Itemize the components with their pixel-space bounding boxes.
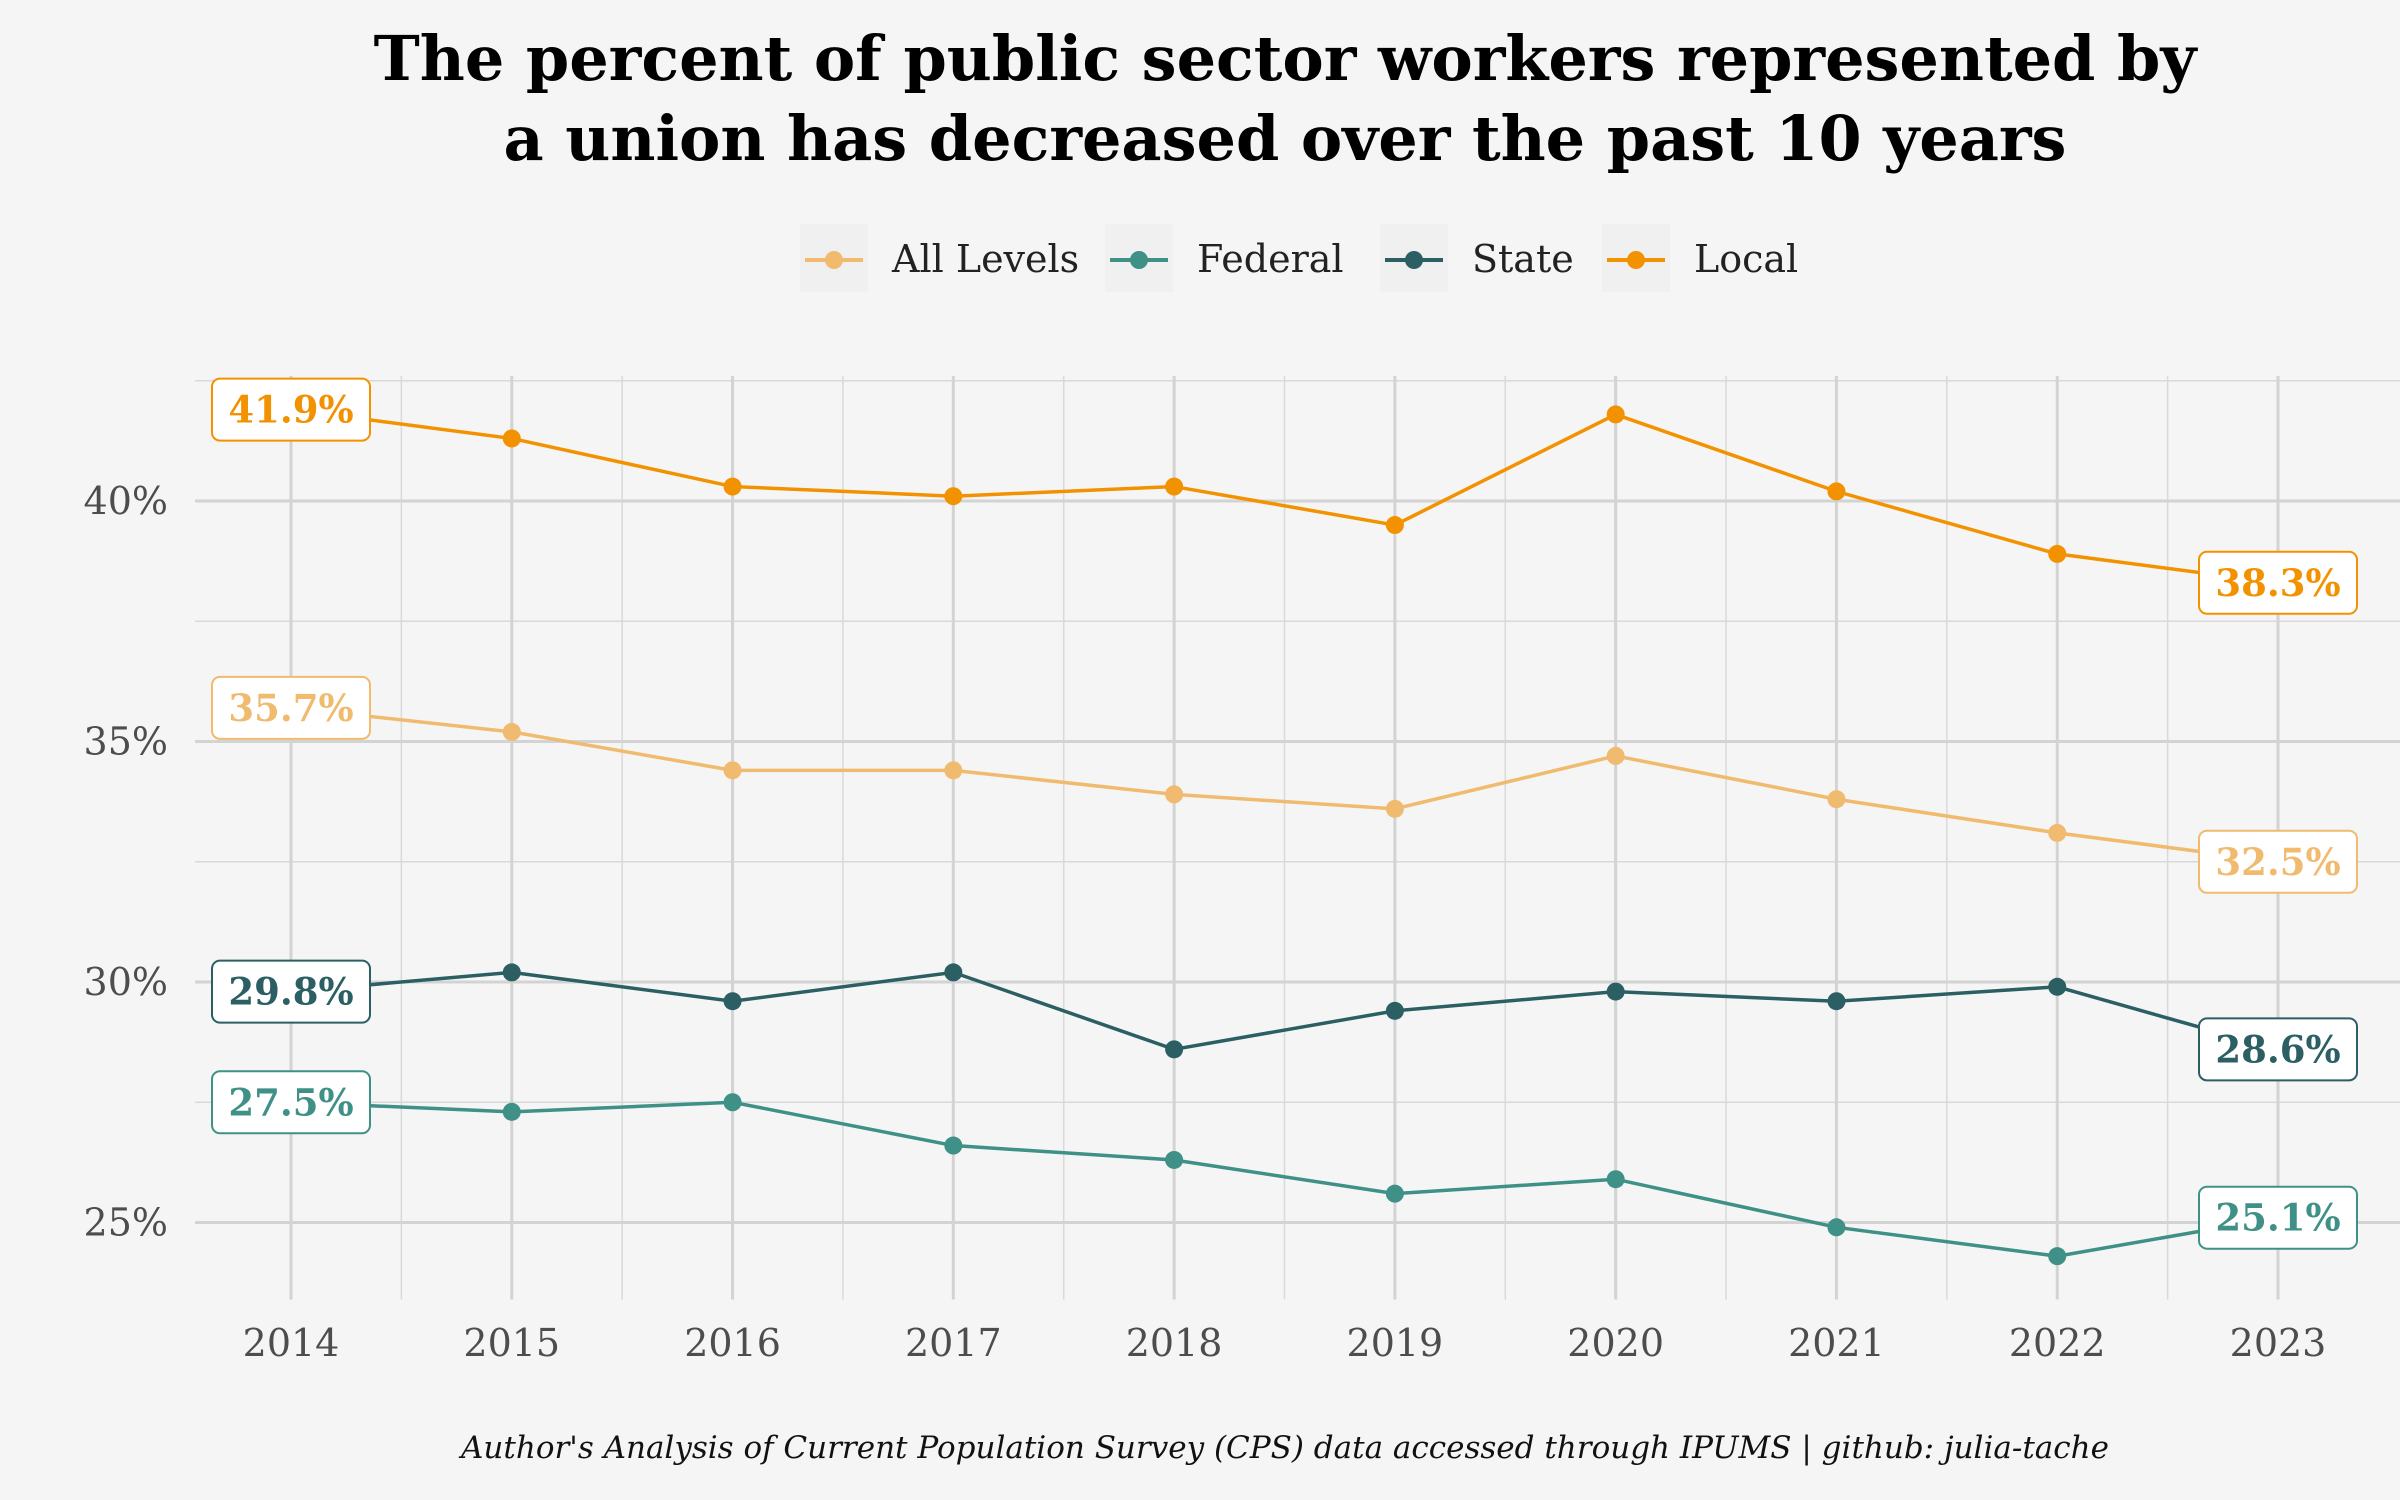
data-point-federal (1165, 1150, 1184, 1169)
data-point-all-levels (1165, 785, 1184, 804)
data-point-federal (1385, 1184, 1404, 1203)
data-point-local (1827, 482, 1846, 501)
series-group (290, 405, 2279, 1266)
x-tick-label: 2014 (243, 1321, 340, 1365)
legend-item-all-levels: All Levels (800, 224, 1079, 292)
data-point-federal (1827, 1218, 1846, 1237)
legend-label: Federal (1197, 237, 1344, 281)
y-tick-label: 35% (84, 720, 168, 764)
x-tick-label: 2018 (1126, 1321, 1223, 1365)
value-label-state: 29.8% (228, 970, 353, 1014)
series-line-local (290, 407, 2279, 585)
value-label-state: 28.6% (2215, 1027, 2340, 1071)
data-point-federal (1606, 1170, 1625, 1189)
value-label-local: 41.9% (228, 388, 353, 432)
x-tick-label: 2019 (1347, 1321, 1444, 1365)
value-label-box-state (211, 959, 371, 1024)
data-point-all-levels (944, 761, 963, 780)
x-tick-label: 2020 (1567, 1321, 1664, 1365)
value-label-all-levels: 32.5% (2215, 840, 2340, 884)
data-point-state (1606, 982, 1625, 1001)
value-label-federal: 25.1% (2215, 1196, 2340, 1240)
data-point-local (1165, 477, 1184, 496)
y-tick-label: 30% (84, 960, 168, 1004)
data-point-all-levels (723, 761, 742, 780)
series-state (290, 963, 2279, 1059)
series-federal (290, 1093, 2279, 1266)
data-point-all-levels (1385, 799, 1404, 818)
data-point-all-levels (502, 722, 521, 741)
x-tick-label: 2015 (463, 1321, 560, 1365)
series-line-all-levels (290, 706, 2279, 864)
value-label-all-levels: 35.7% (228, 686, 353, 730)
value-label-box-local (211, 377, 371, 442)
value-label-box-state (2198, 1017, 2358, 1082)
data-point-all-levels (1606, 746, 1625, 765)
value-label-box-federal (2198, 1185, 2358, 1250)
x-tick-label: 2023 (2230, 1321, 2327, 1365)
data-point-federal (944, 1136, 963, 1155)
data-point-local (1606, 405, 1625, 424)
data-point-state (2048, 977, 2067, 996)
y-tick-label: 40% (84, 479, 168, 523)
value-label-box-federal (211, 1070, 371, 1135)
data-point-state (944, 963, 963, 982)
series-line-federal (290, 1100, 2279, 1258)
data-point-state (1827, 992, 1846, 1011)
legend-item-state: State (1380, 224, 1574, 292)
y-tick-label: 25% (84, 1201, 168, 1245)
legend-dot-icon (1405, 251, 1423, 269)
chart-title-line-1: The percent of public sector workers rep… (374, 22, 2199, 95)
legend-dot-icon (825, 251, 843, 269)
data-point-state (502, 963, 521, 982)
data-point-federal (502, 1102, 521, 1121)
x-tick-label: 2016 (684, 1321, 781, 1365)
data-point-local (723, 477, 742, 496)
data-point-all-levels (1827, 790, 1846, 809)
y-axis: 25% 30% 35% 40% (84, 479, 168, 1245)
x-tick-label: 2021 (1788, 1321, 1885, 1365)
legend-dot-icon (1130, 251, 1148, 269)
data-point-state (723, 992, 742, 1011)
data-point-all-levels (2048, 823, 2067, 842)
data-point-state (1385, 1001, 1404, 1020)
legend-label: All Levels (891, 237, 1079, 281)
grid (195, 375, 2400, 1300)
series-local (290, 405, 2279, 585)
value-label-local: 38.3% (2215, 561, 2340, 605)
legend-item-local: Local (1602, 224, 1798, 292)
value-label-box-local (2198, 550, 2358, 615)
legend-label: Local (1694, 237, 1798, 281)
x-tick-label: 2022 (2009, 1321, 2106, 1365)
x-axis: 2014 2015 2016 2017 2018 2019 2020 2021 2022 2023 (243, 1321, 2327, 1365)
data-point-federal (723, 1093, 742, 1112)
value-label-box-all-levels (211, 675, 371, 740)
end-labels: 35.7% 32.5% 27.5% 25.1% 29.8% 28.6% 41.9% 38.3% (211, 377, 2358, 1250)
data-point-local (1385, 516, 1404, 535)
legend-label: State (1472, 237, 1574, 281)
value-label-federal: 27.5% (228, 1080, 353, 1124)
series-all-levels (290, 706, 2279, 864)
value-label-box-all-levels (2198, 829, 2358, 894)
legend-item-federal: Federal (1105, 224, 1344, 292)
series-line-state (290, 970, 2279, 1052)
data-point-state (1165, 1040, 1184, 1059)
data-point-federal (2048, 1247, 2067, 1266)
data-point-local (944, 487, 963, 506)
data-point-local (2048, 544, 2067, 563)
x-tick-label: 2017 (905, 1321, 1002, 1365)
legend: All Levels Federal State Local (800, 224, 1798, 292)
legend-dot-icon (1627, 251, 1645, 269)
chart-title-line-2: a union has decreased over the past 10 y… (504, 102, 2067, 175)
data-point-local (502, 429, 521, 448)
caption: Author's Analysis of Current Population … (458, 1430, 2109, 1466)
